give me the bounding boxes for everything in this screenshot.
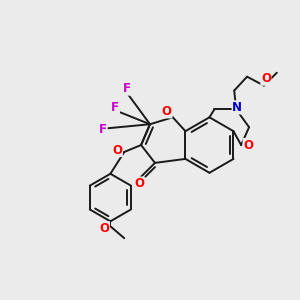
Text: O: O bbox=[112, 143, 122, 157]
Text: F: F bbox=[98, 123, 106, 136]
Text: O: O bbox=[243, 139, 253, 152]
Text: O: O bbox=[99, 222, 110, 235]
Text: O: O bbox=[261, 72, 271, 85]
Text: O: O bbox=[134, 177, 144, 190]
Text: F: F bbox=[123, 82, 131, 95]
Text: N: N bbox=[232, 101, 242, 114]
Text: O: O bbox=[162, 105, 172, 118]
Text: F: F bbox=[111, 101, 119, 114]
